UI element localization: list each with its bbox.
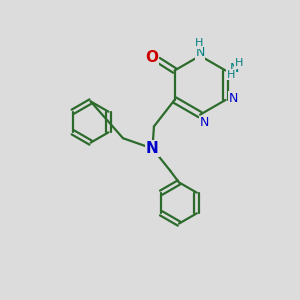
- Text: H: H: [194, 38, 203, 48]
- Text: H: H: [227, 70, 235, 80]
- Text: N: N: [230, 61, 239, 75]
- Text: N: N: [229, 92, 239, 105]
- Text: O: O: [146, 50, 158, 65]
- Text: N: N: [195, 46, 205, 59]
- Text: N: N: [200, 116, 209, 129]
- Text: H: H: [235, 58, 243, 68]
- Text: N: N: [146, 141, 159, 156]
